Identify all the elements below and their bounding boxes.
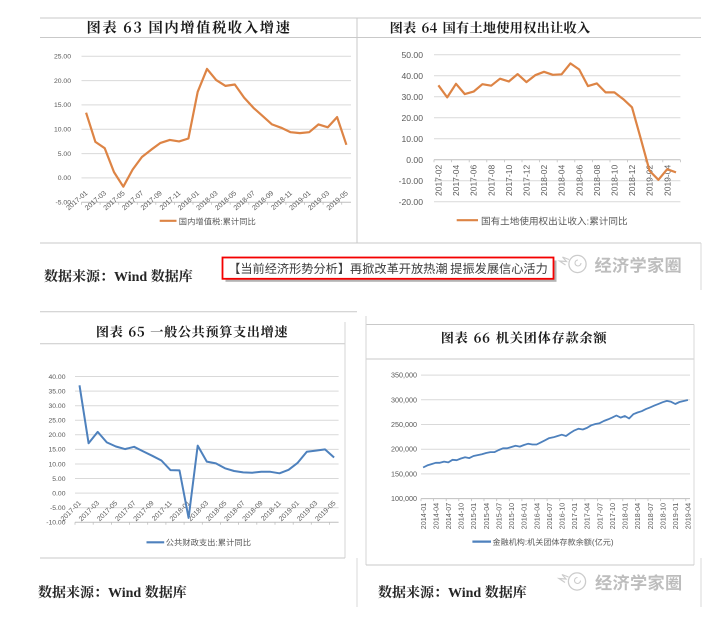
svg-text:10.00: 10.00 xyxy=(401,134,423,144)
svg-text:50.00: 50.00 xyxy=(401,50,423,60)
svg-text:2017-02: 2017-02 xyxy=(434,165,444,196)
svg-text:2014-07: 2014-07 xyxy=(444,503,453,529)
svg-text:2016-07: 2016-07 xyxy=(545,503,554,529)
svg-text:2019-04: 2019-04 xyxy=(684,503,693,529)
svg-text:0.00: 0.00 xyxy=(406,155,423,165)
svg-text:2014-10: 2014-10 xyxy=(457,503,466,529)
svg-text:2019-01: 2019-01 xyxy=(671,503,680,529)
svg-text:2017-01: 2017-01 xyxy=(570,503,579,529)
svg-text:2016-10: 2016-10 xyxy=(558,503,567,529)
svg-text:2017-08: 2017-08 xyxy=(486,165,496,196)
svg-text:15.00: 15.00 xyxy=(48,447,65,454)
svg-text:数据来源：Wind 数据库: 数据来源：Wind 数据库 xyxy=(44,266,193,286)
svg-text:100,000: 100,000 xyxy=(391,494,417,503)
svg-text:5.00: 5.00 xyxy=(58,151,71,158)
svg-text:40.00: 40.00 xyxy=(401,71,423,81)
svg-text:0.00: 0.00 xyxy=(58,175,71,182)
svg-text:2015-07: 2015-07 xyxy=(495,503,504,529)
svg-text:2015-04: 2015-04 xyxy=(482,503,491,529)
svg-text:经济学家圈: 经济学家圈 xyxy=(595,252,682,277)
svg-text:-10.00: -10.00 xyxy=(399,176,424,186)
svg-text:150,000: 150,000 xyxy=(391,469,417,478)
svg-text:-10.00: -10.00 xyxy=(46,520,65,527)
svg-text:40.00: 40.00 xyxy=(48,374,65,381)
svg-text:300,000: 300,000 xyxy=(391,395,417,404)
svg-text:经济学家圈: 经济学家圈 xyxy=(595,569,682,594)
svg-text:250,000: 250,000 xyxy=(391,420,417,429)
svg-text:公共财政支出:累计同比: 公共财政支出:累计同比 xyxy=(166,537,251,549)
svg-text:2019-05: 2019-05 xyxy=(314,500,337,523)
svg-text:数据来源：Wind 数据库: 数据来源：Wind 数据库 xyxy=(38,582,187,602)
svg-text:2016-04: 2016-04 xyxy=(532,503,541,529)
svg-text:35.00: 35.00 xyxy=(48,388,65,395)
svg-text:【当前经济形势分析】再掀改革开放热潮 提振发展信心活力: 【当前经济形势分析】再掀改革开放热潮 提振发展信心活力 xyxy=(228,259,548,277)
svg-text:2017-04: 2017-04 xyxy=(451,165,461,196)
svg-text:25.00: 25.00 xyxy=(48,418,65,425)
svg-text:2018-07: 2018-07 xyxy=(646,503,655,529)
svg-text:20.00: 20.00 xyxy=(54,78,71,85)
svg-text:2019-04: 2019-04 xyxy=(662,165,672,196)
svg-text:经济学家圈: 经济学家圈 xyxy=(594,568,681,593)
svg-text:350,000: 350,000 xyxy=(391,371,417,380)
svg-text:200,000: 200,000 xyxy=(391,445,417,454)
svg-text:10.00: 10.00 xyxy=(54,127,71,134)
svg-text:2018-01: 2018-01 xyxy=(621,503,630,529)
svg-text:2015-01: 2015-01 xyxy=(469,503,478,529)
svg-text:国有土地使用权出让收入:累计同比: 国有土地使用权出让收入:累计同比 xyxy=(481,214,628,228)
svg-text:经济学家圈: 经济学家圈 xyxy=(594,251,681,276)
svg-text:2018-08: 2018-08 xyxy=(592,165,602,196)
svg-text:0.00: 0.00 xyxy=(52,490,65,497)
svg-text:30.00: 30.00 xyxy=(48,403,65,410)
svg-text:2017-06: 2017-06 xyxy=(469,165,479,196)
svg-text:数据来源：Wind 数据库: 数据来源：Wind 数据库 xyxy=(378,582,527,602)
svg-text:2014-04: 2014-04 xyxy=(431,503,440,529)
svg-text:2018-06: 2018-06 xyxy=(574,165,584,196)
svg-text:-5.00: -5.00 xyxy=(56,200,72,207)
svg-text:2018-10: 2018-10 xyxy=(658,503,667,529)
svg-text:2019-02: 2019-02 xyxy=(645,165,655,196)
svg-text:2018-04: 2018-04 xyxy=(633,503,642,529)
svg-text:2017-12: 2017-12 xyxy=(522,165,532,196)
svg-text:国内增值税:累计同比: 国内增值税:累计同比 xyxy=(179,216,256,228)
svg-text:2018-12: 2018-12 xyxy=(627,165,637,196)
svg-text:20.00: 20.00 xyxy=(401,113,423,123)
svg-text:-5.00: -5.00 xyxy=(50,505,66,512)
svg-text:10.00: 10.00 xyxy=(48,461,65,468)
svg-text:金融机构:机关团体存款余额(亿元): 金融机构:机关团体存款余额(亿元) xyxy=(493,537,614,548)
svg-text:-20.00: -20.00 xyxy=(399,197,424,207)
svg-text:20.00: 20.00 xyxy=(48,432,65,439)
svg-text:2017-10: 2017-10 xyxy=(504,165,514,196)
svg-text:2016-01: 2016-01 xyxy=(520,503,529,529)
svg-text:2018-10: 2018-10 xyxy=(610,165,620,196)
svg-text:2018-04: 2018-04 xyxy=(557,165,567,196)
svg-text:2015-10: 2015-10 xyxy=(507,503,516,529)
svg-text:5.00: 5.00 xyxy=(52,476,65,483)
svg-text:2014-01: 2014-01 xyxy=(419,503,428,529)
svg-text:2018-02: 2018-02 xyxy=(539,165,549,196)
svg-text:25.00: 25.00 xyxy=(54,54,71,61)
svg-text:15.00: 15.00 xyxy=(54,102,71,109)
svg-text:2017-07: 2017-07 xyxy=(595,503,604,529)
svg-text:30.00: 30.00 xyxy=(401,92,423,102)
svg-text:2017-10: 2017-10 xyxy=(608,503,617,529)
svg-text:2017-04: 2017-04 xyxy=(583,503,592,529)
